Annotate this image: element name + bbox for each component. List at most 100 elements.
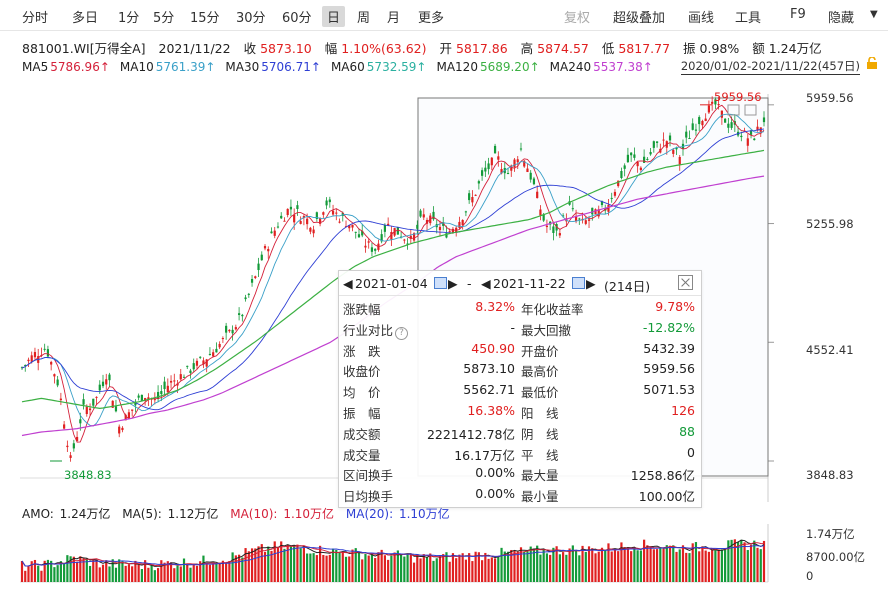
start-date-prev-arrow[interactable]: ◀	[343, 276, 353, 291]
candle-body	[212, 352, 215, 357]
candle-body	[335, 212, 338, 214]
period-tab-15min[interactable]: 15分	[190, 11, 220, 26]
candle-body	[296, 205, 299, 209]
candle-body	[727, 123, 730, 128]
volume-bar	[464, 559, 468, 582]
candle-body	[630, 152, 633, 156]
candle-body	[746, 138, 749, 146]
candle-body	[626, 154, 630, 163]
candle-body	[302, 216, 305, 219]
ma30-line	[21, 128, 765, 411]
stats-label: 成交额	[343, 426, 381, 442]
start-date[interactable]: 2021-01-04	[355, 276, 428, 291]
volume-ma20-line	[21, 545, 765, 567]
candle-body	[720, 110, 723, 118]
volume-bar	[338, 552, 341, 582]
volume-bar	[27, 566, 30, 582]
end-date-next-arrow[interactable]: ▶	[586, 276, 596, 291]
date-range-selector[interactable]: 2020/01/02-2021/11/22(457日)	[680, 59, 860, 75]
draw-line-button[interactable]: 画线	[688, 11, 715, 26]
candle-body	[711, 101, 714, 104]
volume-bar	[555, 546, 558, 582]
end-date[interactable]: 2021-11-22	[493, 276, 566, 291]
period-tab-1min[interactable]: 1分	[118, 11, 140, 26]
volume-bar	[88, 565, 92, 582]
y-tick-label: 5255.98	[806, 217, 854, 231]
stats-value: 100.00亿	[638, 489, 695, 505]
stats-label: 均 价	[343, 385, 381, 401]
volume-bar	[659, 547, 662, 582]
f9-button[interactable]: F9	[790, 7, 806, 22]
vol-ma20-value: 1.10万亿	[398, 507, 450, 521]
period-tab-month[interactable]: 月	[387, 11, 401, 26]
candle-body	[639, 167, 642, 171]
stats-row: 涨 跌 450.90 开盘价 5432.39	[339, 339, 701, 359]
lock-icon[interactable]	[866, 57, 878, 69]
candle-body	[493, 145, 497, 154]
help-icon[interactable]: ?	[395, 326, 409, 340]
candle-body	[419, 210, 422, 217]
period-tab-week[interactable]: 周	[357, 11, 371, 26]
candle-body	[322, 212, 325, 215]
calendar-icon[interactable]	[571, 276, 585, 291]
ma-value: 5537.38↑	[593, 60, 653, 74]
hide-button[interactable]: 隐藏	[828, 11, 855, 26]
volume-bar	[124, 565, 127, 582]
volume-bar	[396, 550, 399, 582]
candle-body	[662, 139, 665, 141]
volume-bar	[536, 545, 539, 582]
candle-body	[153, 399, 156, 401]
volume-bar	[341, 552, 344, 582]
period-tab-multiday[interactable]: 多日	[72, 11, 99, 26]
period-tab-more[interactable]: 更多	[418, 11, 445, 26]
candle-body	[286, 208, 289, 216]
calendar-icon[interactable]	[433, 276, 447, 291]
close-icon[interactable]	[678, 275, 693, 290]
candle-body	[309, 227, 312, 232]
candle-body	[740, 135, 743, 138]
start-date-next-arrow[interactable]: ▶	[448, 276, 458, 291]
candle-body	[562, 215, 565, 217]
candle-body	[46, 349, 50, 357]
volume-bar	[325, 555, 328, 582]
volume-bar	[613, 550, 617, 582]
tools-button[interactable]: 工具	[735, 11, 762, 26]
volume-bar	[604, 550, 607, 582]
date-separator: -	[467, 276, 472, 291]
volume-bar	[432, 560, 435, 582]
stats-value: 126	[671, 403, 695, 418]
volume-bar	[348, 556, 351, 582]
volume-bar	[156, 568, 160, 582]
overlay-button[interactable]: 超级叠加	[613, 11, 666, 26]
period-tab-day[interactable]: 日	[322, 6, 346, 27]
volume-bar	[92, 558, 95, 582]
candle-body	[33, 352, 37, 358]
volume-bar	[208, 564, 212, 582]
candle-body	[137, 395, 140, 398]
amo-label: AMO:	[22, 507, 54, 521]
ma-value: 5689.20↑	[479, 60, 540, 74]
period-tab-60min[interactable]: 60分	[282, 11, 312, 26]
end-date-prev-arrow[interactable]: ◀	[481, 276, 491, 291]
volume-bar	[581, 545, 584, 582]
candle-body	[260, 254, 263, 261]
period-tab-intraday[interactable]: 分时	[22, 11, 49, 26]
stats-value: 5959.56	[643, 361, 695, 377]
hide-chevron-icon[interactable]: ▼	[870, 9, 878, 20]
stats-row: 日均换手 0.00% 最小量 100.00亿	[339, 484, 701, 504]
selection-tool-icon	[727, 104, 740, 116]
candle-body	[571, 208, 574, 210]
volume-bar	[526, 551, 529, 582]
candle-body	[474, 194, 477, 196]
period-tab-30min[interactable]: 30分	[236, 11, 266, 26]
candle-body	[513, 159, 516, 168]
stats-label: 收盘价	[343, 364, 381, 380]
candle-body	[367, 241, 370, 243]
candle-body	[30, 355, 33, 362]
candle-body	[532, 178, 536, 185]
candle-body	[617, 180, 620, 187]
candle-body	[267, 248, 270, 252]
candle-body	[351, 224, 354, 228]
adjust-button[interactable]: 复权	[564, 11, 591, 26]
period-tab-5min[interactable]: 5分	[153, 11, 175, 26]
